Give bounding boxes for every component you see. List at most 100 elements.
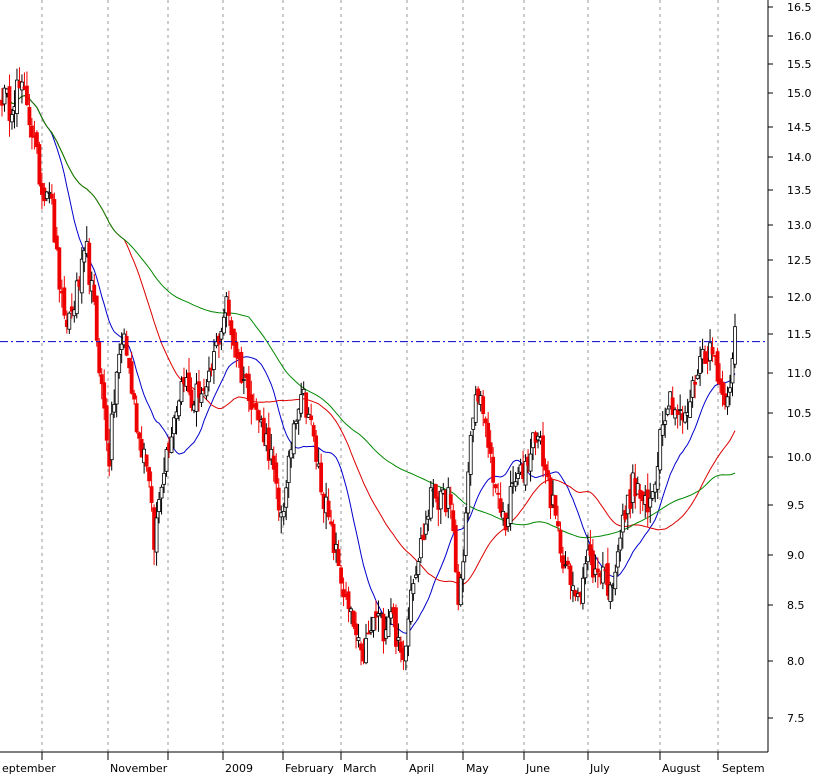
candle-18: [44, 190, 49, 202]
candle-103: [256, 409, 261, 433]
candle-body-91: [226, 299, 231, 316]
candle-185: [461, 549, 466, 593]
candle-body-142: [354, 623, 358, 636]
candle-body-76: [189, 389, 194, 408]
candle-body-4: [10, 114, 14, 123]
candle-body-25: [62, 287, 67, 316]
candle-body-217: [541, 435, 545, 467]
candle-body-39: [97, 341, 102, 374]
candle-55: [137, 431, 142, 451]
candle-body-54: [134, 403, 139, 433]
candle-body-236: [588, 544, 593, 556]
candle-body-180: [448, 494, 453, 505]
candle-body-235: [586, 549, 590, 563]
candle-206: [513, 471, 518, 492]
candle-181: [451, 503, 456, 534]
candle-186: [463, 506, 468, 563]
candle-body-239: [595, 568, 600, 573]
candle-body-103: [256, 410, 261, 421]
candle-249: [620, 503, 625, 549]
candle-body-71: [177, 400, 181, 417]
candle-body-105: [261, 417, 266, 443]
candle-body-233: [581, 577, 585, 604]
candle-187: [466, 462, 471, 520]
candle-body-38: [94, 295, 99, 341]
candle-124: [309, 403, 314, 426]
candle-body-30: [74, 280, 79, 315]
candle-body-15: [37, 144, 42, 185]
candle-body-193: [481, 396, 486, 415]
candle-body-99: [246, 373, 251, 401]
candle-118: [294, 419, 299, 430]
x-tick-label-8: July: [589, 762, 610, 774]
candle-250: [623, 505, 628, 523]
candle-body-21: [52, 199, 57, 243]
y-tick-label-14: 9.5: [787, 499, 805, 512]
y-tick-label-9: 12.0: [787, 291, 812, 304]
candle-14: [35, 130, 39, 154]
x-tick-label-1: November: [110, 762, 168, 774]
candle-168: [418, 527, 423, 564]
candle-body-140: [349, 608, 353, 613]
candle-body-255: [635, 483, 640, 495]
candle-176: [438, 487, 443, 525]
candle-125: [311, 422, 316, 442]
candle-92: [229, 316, 234, 350]
candle-64: [159, 484, 164, 515]
candle-68: [169, 426, 174, 454]
candle-body-113: [281, 511, 286, 518]
candle-269: [670, 386, 675, 416]
candle-body-46: [114, 371, 119, 405]
candle-10: [25, 71, 29, 107]
candle-body-198: [493, 484, 498, 489]
candle-19: [47, 182, 52, 204]
candle-42: [104, 398, 109, 452]
candle-23: [57, 247, 62, 303]
candles: [0, 67, 737, 671]
candle-91: [226, 290, 231, 326]
candle-164: [408, 575, 413, 625]
candle-28: [69, 293, 74, 319]
candle-102: [254, 398, 259, 421]
candle-4: [10, 108, 14, 130]
candle-body-219: [546, 470, 550, 478]
candle-87: [217, 333, 221, 359]
candle-222: [553, 494, 558, 520]
candle-52: [129, 351, 134, 395]
candle-body-47: [117, 353, 122, 374]
candle-212: [528, 438, 533, 482]
candle-292: [728, 374, 732, 406]
candle-body-78: [194, 383, 199, 412]
candle-32: [79, 247, 84, 304]
candle-body-212: [528, 453, 533, 472]
candle-body-33: [82, 250, 87, 263]
candle-body-223: [556, 521, 560, 527]
candle-153: [381, 607, 386, 654]
candle-234: [583, 556, 588, 585]
y-tick-label-6: 13.5: [787, 184, 812, 197]
candle-body-96: [239, 351, 244, 383]
candle-body-134: [334, 544, 338, 551]
candle-body-170: [423, 523, 428, 535]
candle-45: [112, 389, 117, 418]
candle-246: [613, 564, 618, 596]
candle-body-196: [488, 442, 493, 454]
candle-163: [406, 607, 411, 657]
candle-47: [117, 343, 122, 379]
candle-body-18: [44, 191, 49, 199]
candle-166: [413, 566, 418, 580]
candle-body-266: [663, 420, 668, 425]
x-tick-label-4: March: [343, 762, 377, 774]
candle-body-278: [693, 382, 698, 385]
candle-282: [703, 345, 707, 364]
candle-body-93: [231, 328, 236, 346]
candle-body-195: [486, 422, 491, 448]
candle-body-269: [670, 397, 675, 416]
candle-100: [249, 380, 254, 425]
candle-277: [690, 376, 695, 408]
candle-body-40: [99, 374, 104, 385]
candle-193: [481, 390, 486, 427]
candle-body-121: [301, 388, 306, 394]
candle-body-102: [254, 403, 259, 410]
